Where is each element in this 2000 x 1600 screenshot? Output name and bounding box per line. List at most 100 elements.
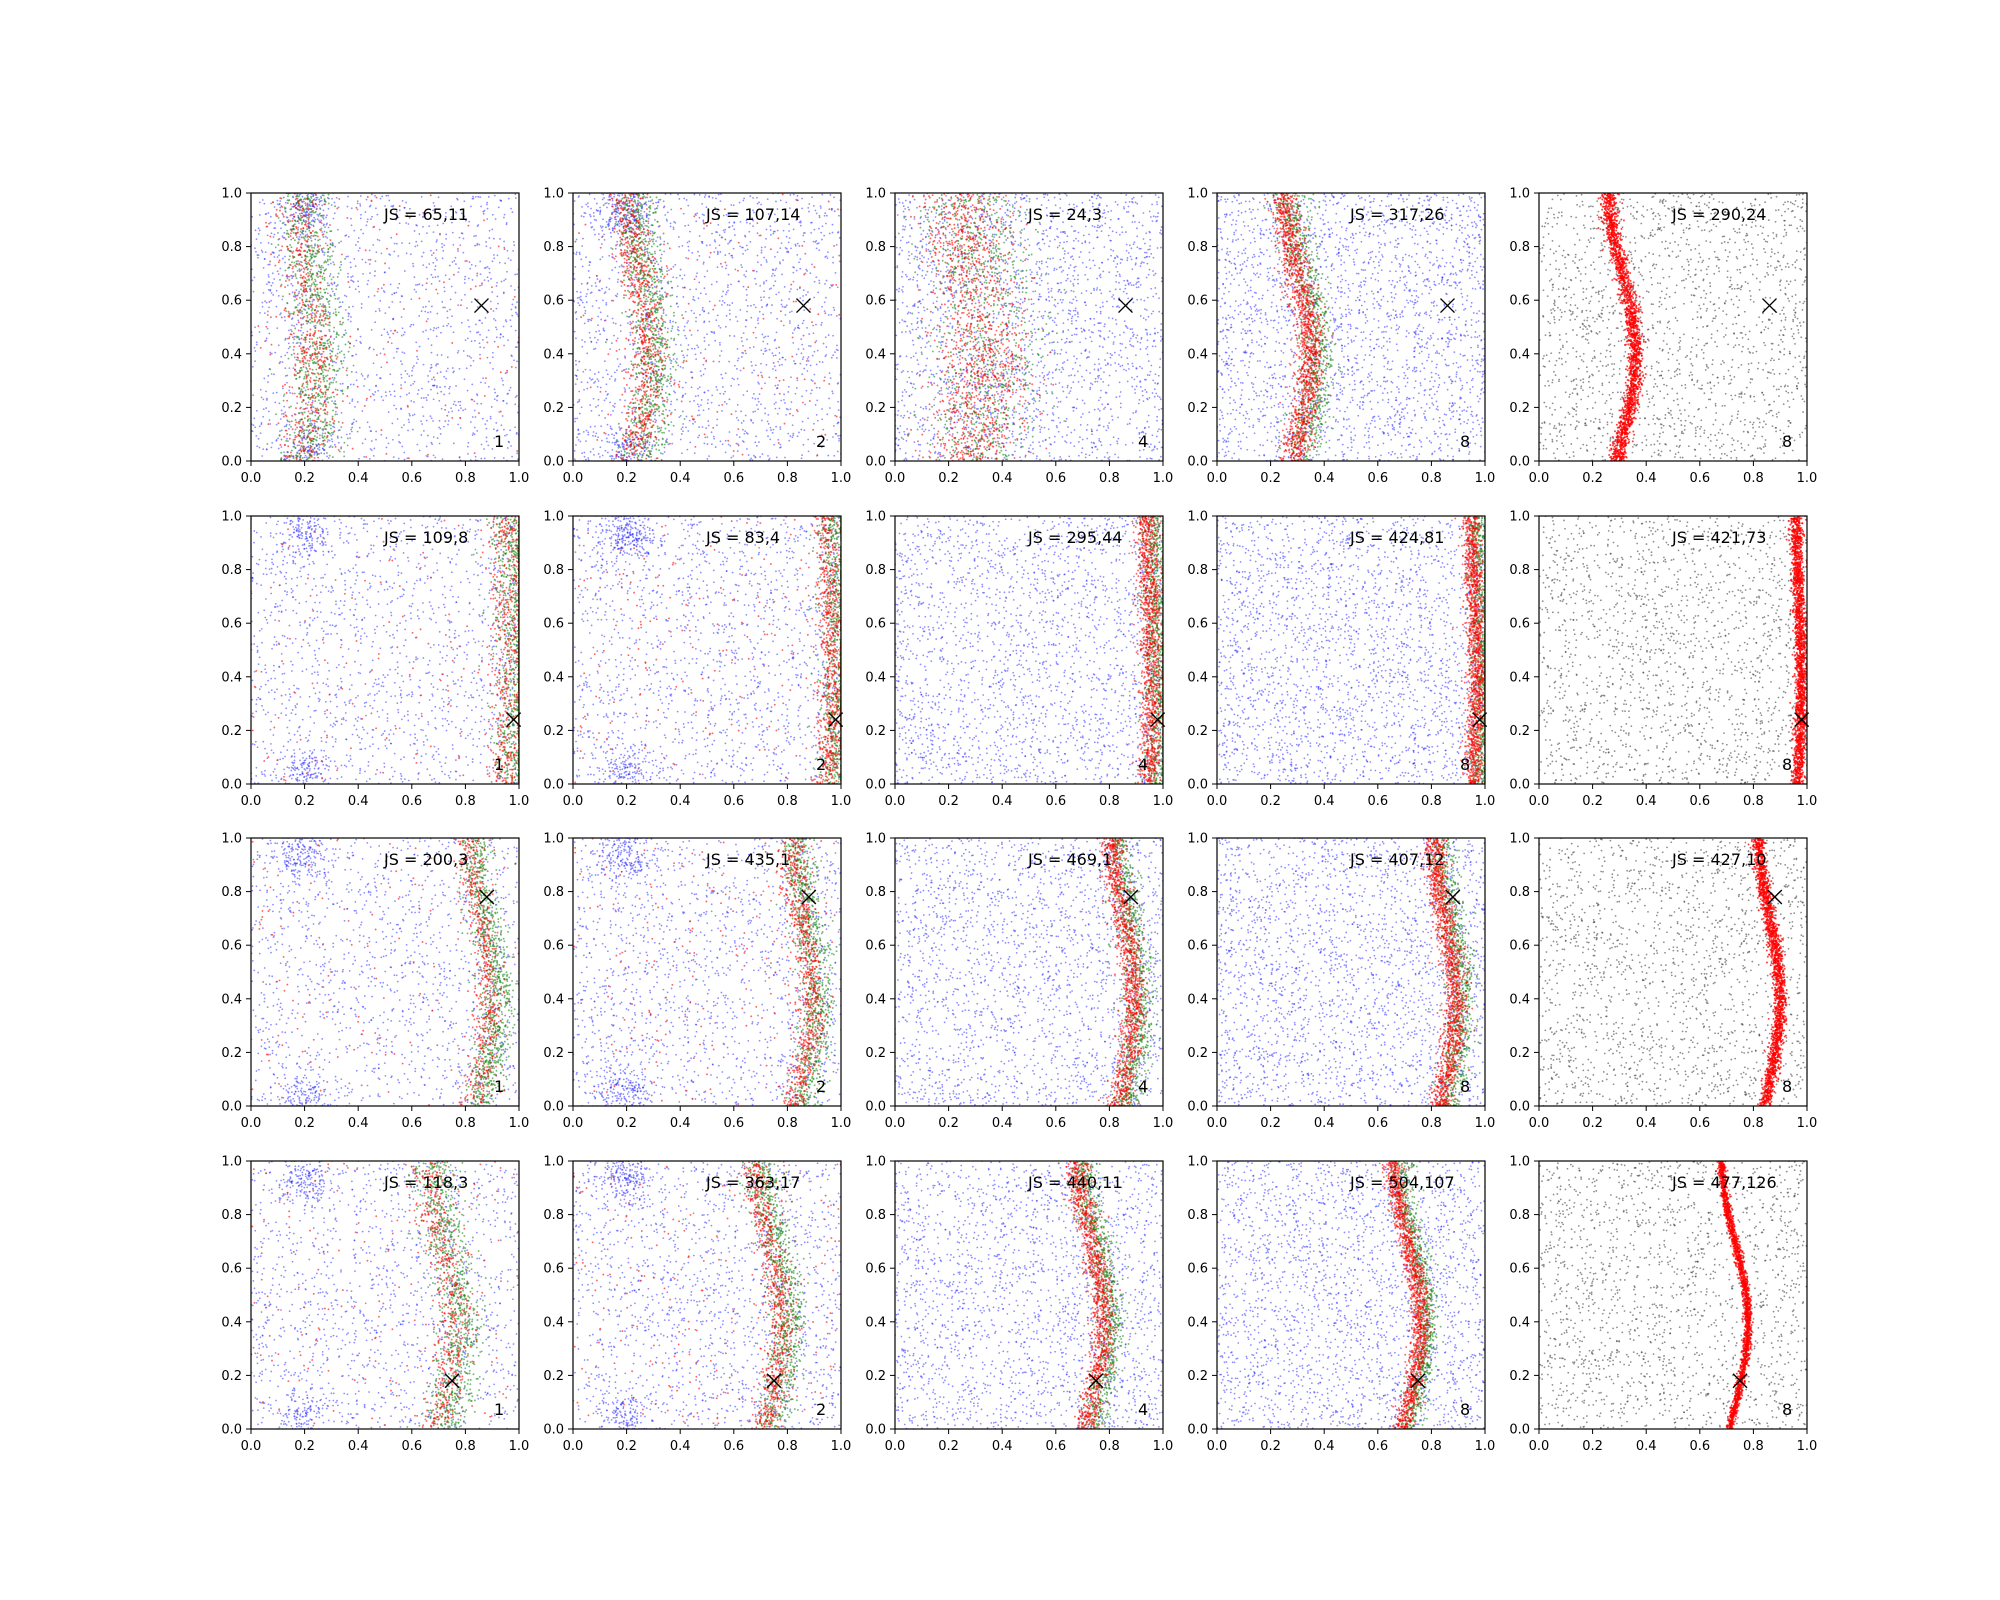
point-blue [375,431,377,433]
point-green [322,366,324,368]
point-blue [400,360,402,362]
point-blue [297,270,299,272]
point-blue [675,344,677,346]
point-blue [329,349,331,351]
point-red [297,260,299,262]
point-blue [288,348,290,350]
point-red [315,327,317,329]
point-blue [719,234,721,236]
point-blue [444,386,446,388]
point-blue [737,450,739,452]
point-green [309,201,311,203]
point-blue [702,221,704,223]
point-red [314,341,316,343]
point-red [301,216,303,218]
point-red [268,301,270,303]
point-green [320,344,322,346]
point-green [314,447,316,449]
point-blue [728,253,730,255]
point-blue [486,218,488,220]
point-blue [703,373,705,375]
point-blue [777,251,779,253]
point-blue [396,351,398,353]
point-blue [268,289,270,291]
point-blue [599,446,601,448]
point-blue [618,426,620,428]
point-blue [457,352,459,354]
point-blue [612,405,614,407]
point-blue [292,218,294,220]
point-blue [757,398,759,400]
point-blue [686,449,688,451]
point-blue [724,254,726,256]
point-green [287,277,289,279]
point-red [292,392,294,394]
point-blue [437,372,439,374]
point-green [322,436,324,438]
point-blue [593,431,595,433]
point-blue [799,297,801,299]
point-green [293,232,295,234]
point-blue [470,365,472,367]
point-blue [437,392,439,394]
point-blue [586,430,588,432]
point-blue [365,438,367,440]
point-blue [423,415,425,417]
point-blue [340,426,342,428]
point-blue [265,213,267,215]
point-blue [450,298,452,300]
point-green [318,248,320,250]
point-green [322,194,324,196]
point-blue [792,272,794,274]
point-blue [671,443,673,445]
point-blue [786,304,788,306]
point-red [327,244,329,246]
point-blue [490,301,492,303]
point-green [329,446,331,448]
point-red [326,422,328,424]
point-blue [620,450,622,452]
point-red [305,258,307,260]
point-blue [706,270,708,272]
point-red [500,371,502,373]
point-blue [427,375,429,377]
point-blue [458,267,460,269]
point-blue [739,436,741,438]
point-blue [607,373,609,375]
point-blue [389,391,391,393]
point-blue [807,291,809,293]
point-blue [761,247,763,249]
point-blue [617,358,619,360]
point-blue [811,196,813,198]
point-blue [581,215,583,217]
point-blue [770,427,772,429]
point-blue [496,285,498,287]
point-green [295,419,297,421]
point-blue [677,194,679,196]
point-blue [763,337,765,339]
point-blue [360,218,362,220]
point-green [295,273,297,275]
point-blue [783,393,785,395]
point-blue [390,394,392,396]
point-blue [776,331,778,333]
point-blue [342,367,344,369]
point-blue [793,281,795,283]
point-blue [429,370,431,372]
point-blue [742,253,744,255]
point-blue [359,205,361,207]
point-blue [617,338,619,340]
point-blue [610,426,612,428]
point-blue [679,381,681,383]
point-blue [698,297,700,299]
point-blue [271,292,273,294]
point-blue [377,291,379,293]
point-blue [611,458,613,460]
point-blue [365,224,367,226]
point-blue [311,409,313,411]
point-red [287,445,289,447]
point-blue [722,377,724,379]
point-blue [698,435,700,437]
point-blue [604,360,606,362]
point-blue [462,233,464,235]
